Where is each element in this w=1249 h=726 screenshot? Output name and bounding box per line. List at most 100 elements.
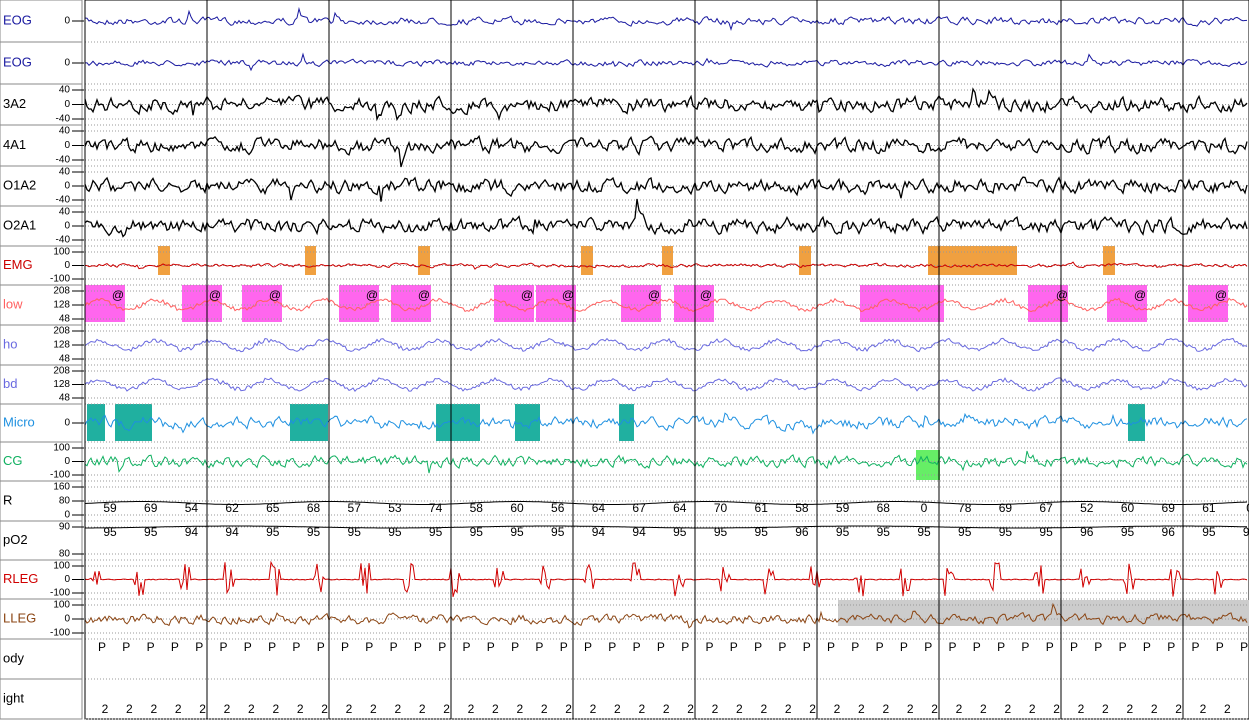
trace (84, 450, 1248, 474)
spo2-value: 95 (551, 525, 565, 539)
body-position: P (462, 640, 470, 654)
light-value: 2 (663, 702, 670, 716)
body-position: P (414, 640, 422, 654)
light-value: 2 (907, 702, 914, 716)
channel-label: ody (3, 650, 24, 665)
hr-value: 65 (266, 501, 280, 515)
body-position: P (900, 640, 908, 654)
body-position: P (681, 640, 689, 654)
channel-label: ight (3, 690, 24, 705)
spo2-value: 95 (755, 525, 769, 539)
spo2-value: 95 (103, 525, 117, 539)
hr-value: 74 (429, 501, 443, 515)
spo2-value: 95 (999, 525, 1013, 539)
trace (84, 560, 1248, 598)
channel-label-box (0, 205, 83, 247)
emg-event (1103, 246, 1115, 275)
hr-value: 68 (307, 501, 321, 515)
channel-label-box (0, 83, 83, 126)
body-position: P (803, 640, 811, 654)
body-position: P (657, 640, 665, 654)
body-position: P (560, 640, 568, 654)
body-position: P (219, 640, 227, 654)
micro-event (515, 404, 540, 441)
scale-label: 0 (64, 418, 70, 429)
body-position: P (1021, 640, 1029, 654)
body-position: P (487, 640, 495, 654)
spo2-value: 95 (144, 525, 158, 539)
hr-value: 54 (185, 501, 199, 515)
light-value: 2 (126, 702, 133, 716)
hr-value: 60 (510, 501, 524, 515)
hr-value: 70 (714, 501, 728, 515)
spo2-value: 95 (510, 525, 524, 539)
body-position: P (1191, 640, 1199, 654)
channel-label: EOG (3, 12, 32, 27)
trace (84, 501, 1248, 505)
scale-label: 40 (59, 207, 71, 218)
light-value: 2 (736, 702, 743, 716)
channel-label: EMG (3, 257, 33, 272)
channel-label: O1A2 (3, 177, 36, 192)
flow-event-label: @ (112, 288, 124, 302)
light-value: 2 (614, 702, 621, 716)
channel-label-box (0, 245, 83, 286)
scale-label: 208 (53, 326, 70, 337)
hr-value: 52 (1080, 501, 1094, 515)
spo2-value: 95 (1243, 525, 1249, 539)
spo2-value: 95 (307, 525, 321, 539)
light-value: 2 (858, 702, 865, 716)
hr-value: 53 (388, 501, 402, 515)
light-value: 2 (931, 702, 938, 716)
body-position: P (924, 640, 932, 654)
light-value: 2 (419, 702, 426, 716)
scale-label: -100 (50, 274, 70, 285)
light-value: 2 (272, 702, 279, 716)
light-value: 2 (1175, 702, 1182, 716)
light-value: 2 (1004, 702, 1011, 716)
channel-label: O2A1 (3, 217, 36, 232)
spo2-value: 94 (632, 525, 646, 539)
scale-label: 48 (59, 393, 71, 404)
channel-label-box (0, 324, 83, 366)
spo2-value: 95 (1039, 525, 1053, 539)
hr-value: 62 (225, 501, 239, 515)
scale-label: -40 (56, 155, 71, 166)
body-position: P (1143, 640, 1151, 654)
channel-label: RLEG (3, 571, 38, 586)
emg-event (928, 246, 1017, 275)
scale-label: 40 (59, 85, 71, 96)
channel-label-box (0, 598, 83, 640)
light-value: 2 (370, 702, 377, 716)
channel-label-box (0, 124, 83, 167)
trace (84, 52, 1248, 72)
scale-label: -40 (56, 235, 71, 246)
channel-label-box (0, 638, 83, 680)
scale-label: -100 (50, 628, 70, 639)
light-value: 2 (590, 702, 597, 716)
scale-label: 208 (53, 286, 70, 297)
light-value: 2 (102, 702, 109, 716)
channel-label: ho (3, 336, 17, 351)
trace (84, 198, 1248, 238)
body-position: P (973, 640, 981, 654)
trace (84, 6, 1248, 31)
channel-label: low (3, 296, 23, 311)
body-position: P (948, 640, 956, 654)
hr-value: 78 (958, 501, 972, 515)
scale-label: 48 (59, 314, 71, 325)
light-value: 2 (882, 702, 889, 716)
body-position: P (1046, 640, 1054, 654)
spo2-value: 95 (836, 525, 850, 539)
channel-label-box (0, 559, 83, 600)
emg-event (581, 246, 593, 275)
flow-event-label: @ (562, 288, 574, 302)
trace (84, 337, 1248, 353)
light-value: 2 (1102, 702, 1109, 716)
channel-label-box (0, 520, 83, 561)
trace (84, 412, 1248, 435)
body-position: P (511, 640, 519, 654)
hr-value: 69 (144, 501, 158, 515)
body-position: P (851, 640, 859, 654)
hr-value: 57 (348, 501, 362, 515)
